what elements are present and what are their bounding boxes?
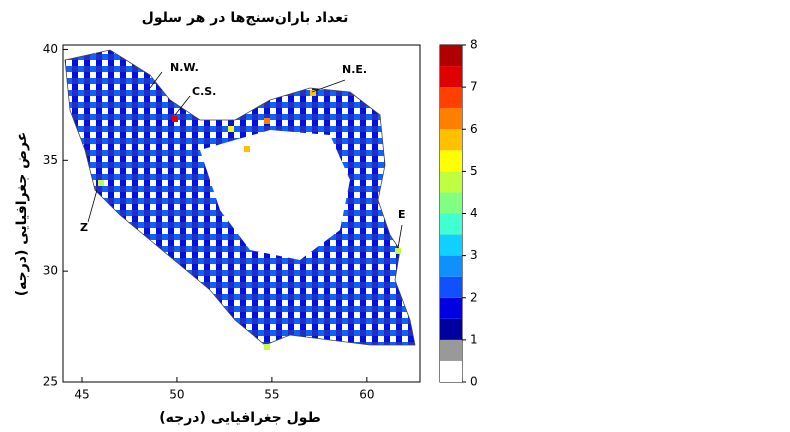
colorbar-segment [440, 87, 462, 109]
region-label: N.W. [170, 61, 199, 74]
central-desert [200, 130, 350, 260]
y-axis-label: عرض جغرافیایی (درجه) [14, 132, 30, 297]
region-label: Z [80, 221, 88, 234]
colorbar-tick-label: 8 [470, 38, 478, 52]
colorbar-segment [440, 192, 462, 214]
colorbar-segment [440, 276, 462, 298]
map-title: تعداد باران‌سنج‌ها در هر سلول [142, 10, 349, 26]
region-label: C.S. [192, 85, 216, 98]
colorbar-segment [440, 297, 462, 319]
colorbar-tick-label: 1 [470, 332, 478, 346]
leader-lines [87, 71, 403, 249]
colorbar-segment [440, 129, 462, 151]
colorbar-tick-label: 7 [470, 80, 478, 94]
x-tick-label: 45 [74, 388, 89, 402]
y-tick-label: 30 [43, 264, 58, 278]
x-axis-label: طول جغرافیایی (درجه) [159, 410, 321, 426]
x-tick-label: 50 [169, 388, 184, 402]
colorbar-tick-label: 6 [470, 122, 478, 136]
highlight-cells [98, 90, 401, 350]
colorbar-segment [440, 213, 462, 235]
y-tick-label: 25 [43, 375, 58, 389]
colorbar-segment [440, 318, 462, 340]
colorbar-segment [440, 339, 462, 361]
x-tick-label: 55 [264, 388, 279, 402]
x-tick-label: 60 [359, 388, 374, 402]
y-tick-label: 35 [43, 153, 58, 167]
colorbar-tick-label: 2 [470, 290, 478, 304]
colorbar-segment [440, 66, 462, 88]
colorbar-segment [440, 255, 462, 277]
colorbar-segment [440, 171, 462, 193]
colorbar-segment [440, 45, 462, 67]
colorbar-segment [440, 150, 462, 172]
y-tick-label: 40 [43, 42, 58, 56]
colorbar-tick-label: 3 [470, 248, 478, 262]
colorbar-tick-label: 5 [470, 164, 478, 178]
colorbar-segment [440, 360, 462, 382]
region-label: E [398, 208, 406, 221]
colorbar-tick-label: 0 [470, 375, 478, 389]
colorbar-segment [440, 234, 462, 256]
region-label: N.E. [342, 63, 367, 76]
colorbar-segment [440, 108, 462, 130]
colorbar-tick-label: 4 [470, 206, 478, 220]
